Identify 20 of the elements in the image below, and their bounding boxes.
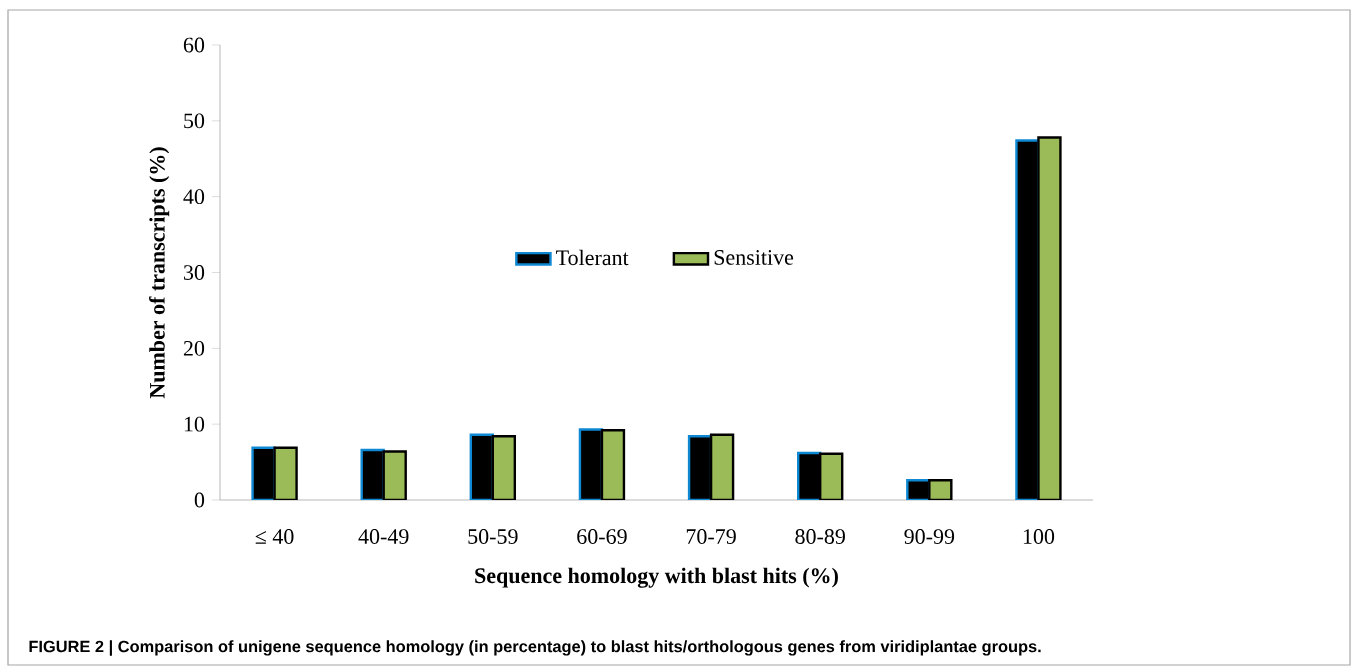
x-tick-label: 40-49 xyxy=(358,529,409,544)
x-tick-label: 60-69 xyxy=(577,529,627,544)
x-tick-label: 80-89 xyxy=(795,529,845,544)
x-axis-title: Sequence homology with blast hits (%) xyxy=(475,567,838,588)
x-tick-label: ≤ 40 xyxy=(255,529,294,544)
x-tick-label: 70-79 xyxy=(686,529,736,544)
x-tick-label: 50-59 xyxy=(468,529,518,544)
legend-label: Sensitive xyxy=(714,250,794,265)
text: FIGURE 2 | Comparison of unigene sequence homology (in percentage) to blast hits/orthologous genes from viridiplantae groups. xyxy=(29,640,1041,656)
y-tick-label: 60 xyxy=(183,37,205,53)
y-tick-label: 10 xyxy=(184,416,205,432)
y-tick-label: 20 xyxy=(183,340,205,356)
y-tick-label: 50 xyxy=(184,113,205,129)
y-tick-label: 30 xyxy=(184,265,205,280)
y-tick-label: 0 xyxy=(194,492,205,508)
y-tick-label: 40 xyxy=(183,189,205,205)
x-tick-label: 100 xyxy=(1023,529,1055,544)
legend-label: Tolerant xyxy=(556,249,629,266)
y-axis-title: Number of transcripts (%) xyxy=(149,147,170,399)
x-tick-label: 90-99 xyxy=(904,529,955,544)
